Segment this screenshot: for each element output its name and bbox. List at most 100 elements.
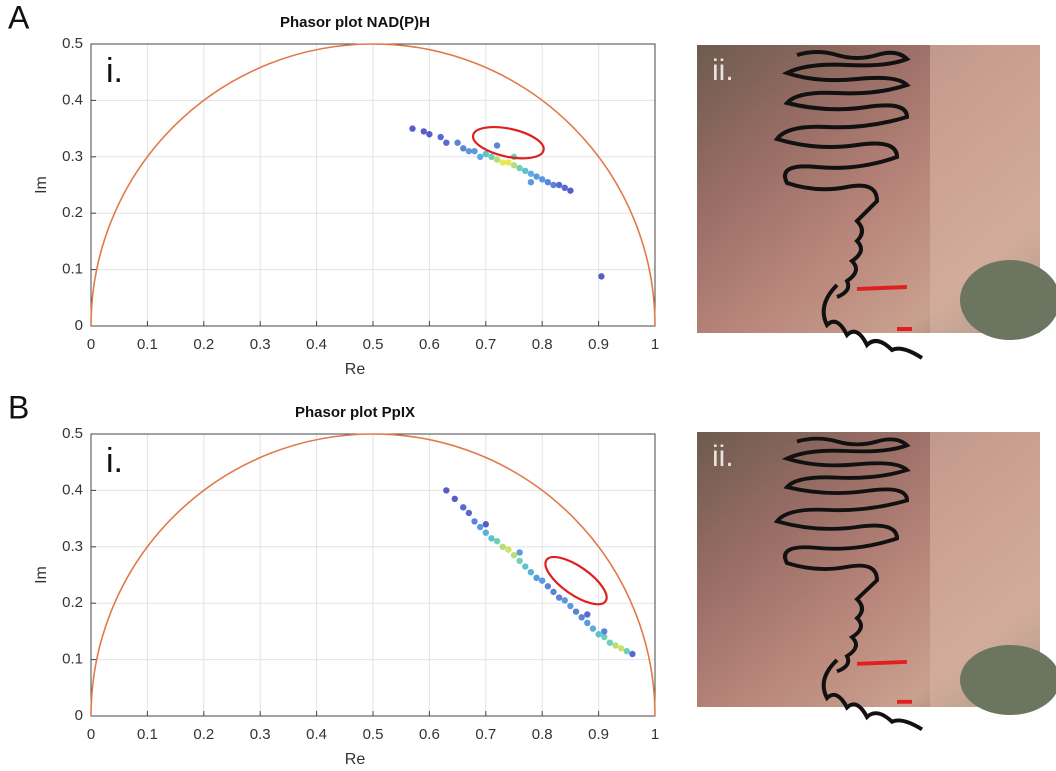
scatter-point xyxy=(578,614,585,621)
photo-b xyxy=(697,432,1056,732)
subpanel-label: i. xyxy=(106,442,123,480)
scatter-point xyxy=(527,170,535,177)
scatter-point xyxy=(493,142,501,149)
scatter-point xyxy=(482,529,489,536)
scatter-point xyxy=(476,153,484,160)
x-tick-label: 1 xyxy=(651,336,659,353)
scatter-point xyxy=(612,642,619,649)
scatter-point xyxy=(488,153,495,160)
x-tick-label: 0.8 xyxy=(532,336,553,353)
x-tick-label: 0.8 xyxy=(532,726,553,743)
scatter-point xyxy=(617,645,625,652)
scatter-point xyxy=(589,625,597,632)
scatter-point xyxy=(482,150,489,158)
scatter-point xyxy=(420,128,427,135)
y-tick-label: 0.4 xyxy=(62,481,83,498)
scatter-point xyxy=(451,495,458,503)
scatter-point xyxy=(522,563,529,570)
y-tick-label: 0.3 xyxy=(62,538,83,555)
scatter-point xyxy=(533,173,540,180)
scatter-point xyxy=(567,602,574,610)
highlight-ellipse xyxy=(471,125,545,160)
scatter-point xyxy=(550,181,557,189)
scatter-point xyxy=(437,133,444,141)
scatter-point xyxy=(516,549,523,556)
scatter-point xyxy=(539,176,546,183)
scatter-point xyxy=(544,583,552,590)
x-tick-label: 0.7 xyxy=(475,726,496,743)
scatter-point xyxy=(572,608,580,615)
scatter-point xyxy=(516,164,523,172)
x-tick-label: 0 xyxy=(87,336,95,353)
x-tick-label: 0.7 xyxy=(475,336,496,353)
panel-letter: A xyxy=(8,0,30,35)
x-tick-label: 0.3 xyxy=(250,726,271,743)
photo-a xyxy=(697,45,1056,360)
scatter-point xyxy=(561,184,568,192)
subpanel-label: i. xyxy=(106,52,123,90)
scatter-point xyxy=(555,181,563,189)
y-tick-label: 0.1 xyxy=(62,651,83,668)
scatter-point xyxy=(510,552,518,559)
scatter-point xyxy=(598,273,605,280)
y-tick-label: 0.2 xyxy=(62,204,83,221)
scatter-point xyxy=(465,147,473,155)
image-label: ii. xyxy=(712,54,734,87)
x-tick-label: 0.5 xyxy=(363,336,384,353)
scatter-point xyxy=(426,131,433,138)
scatter-point xyxy=(409,125,416,132)
chart-title: Phasor plot PpIX xyxy=(295,404,415,421)
scatter-point xyxy=(493,156,501,163)
scatter-point xyxy=(471,518,478,525)
x-tick-label: 0.2 xyxy=(193,726,214,743)
y-tick-label: 0.5 xyxy=(62,425,83,442)
scatter-point xyxy=(527,178,535,186)
x-tick-label: 0.1 xyxy=(137,336,158,353)
y-tick-label: 0.4 xyxy=(62,91,83,108)
scatter-point xyxy=(476,523,484,531)
y-tick-label: 0.5 xyxy=(62,35,83,52)
x-axis-label: Re xyxy=(345,361,366,378)
scatter-point xyxy=(499,543,506,550)
chart-title: Phasor plot NAD(P)H xyxy=(280,14,430,31)
scatter-point xyxy=(510,162,518,169)
scatter-point xyxy=(488,535,495,542)
scatter-point xyxy=(629,650,636,658)
x-axis-label: Re xyxy=(345,751,366,768)
scatter-point xyxy=(482,521,489,528)
x-tick-label: 0 xyxy=(87,726,95,743)
universal-circle xyxy=(90,43,656,327)
x-tick-label: 0.5 xyxy=(363,726,384,743)
y-tick-label: 0.2 xyxy=(62,594,83,611)
scatter-point xyxy=(443,139,450,146)
x-tick-label: 0.6 xyxy=(419,726,440,743)
scatter-point xyxy=(567,187,574,194)
scatter-point xyxy=(471,147,478,155)
scatter-point xyxy=(454,139,461,146)
scatter-point xyxy=(555,594,563,601)
x-tick-label: 0.6 xyxy=(419,336,440,353)
scatter-point xyxy=(544,178,552,186)
scatter-point xyxy=(601,633,608,641)
scatter-point xyxy=(493,537,501,545)
scatter-point xyxy=(516,557,523,565)
y-tick-label: 0 xyxy=(75,317,83,334)
scatter-point xyxy=(443,487,450,494)
y-axis-label: Im xyxy=(33,566,50,584)
scatter-point xyxy=(606,639,614,646)
y-tick-label: 0 xyxy=(75,707,83,724)
scatter-point xyxy=(601,628,608,635)
scatter-point xyxy=(539,577,546,584)
image-label: ii. xyxy=(712,440,734,473)
x-tick-label: 0.3 xyxy=(250,336,271,353)
scatter-point xyxy=(584,619,591,627)
x-tick-label: 0.2 xyxy=(193,336,214,353)
scatter-point xyxy=(527,568,535,576)
highlight-ellipse xyxy=(544,555,608,606)
x-tick-label: 0.9 xyxy=(588,726,609,743)
scatter-point xyxy=(550,588,557,596)
x-tick-label: 0.9 xyxy=(588,336,609,353)
panel-letter: B xyxy=(8,389,29,425)
scatter-point xyxy=(499,159,506,166)
